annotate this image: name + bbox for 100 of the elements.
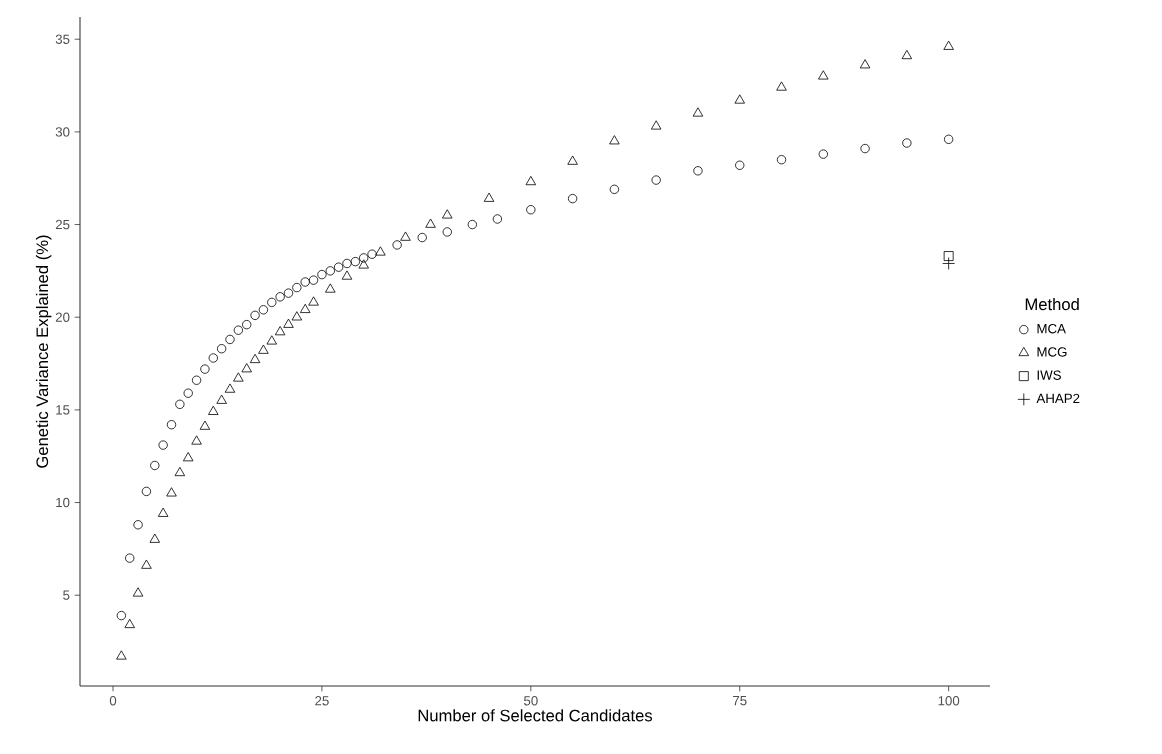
point [375, 246, 386, 256]
point [116, 610, 127, 621]
y-tick-label: 30 [55, 127, 70, 137]
point [342, 258, 352, 269]
point [776, 81, 787, 91]
point [942, 257, 956, 270]
point [943, 251, 954, 261]
point [525, 175, 537, 186]
legend-label: IWS [1037, 370, 1061, 380]
x-tick-label: 25 [315, 696, 329, 706]
point [818, 70, 829, 80]
point [341, 270, 353, 280]
point [693, 166, 703, 176]
point [266, 335, 278, 345]
point [183, 388, 193, 398]
point [492, 214, 503, 224]
point [150, 460, 160, 471]
point [308, 296, 319, 306]
point [208, 405, 219, 415]
point [358, 259, 369, 269]
point [249, 353, 261, 364]
point [182, 452, 194, 462]
point [258, 344, 269, 354]
point [233, 372, 244, 382]
point [267, 297, 277, 308]
point [116, 650, 127, 660]
y-tick-label: 35 [55, 34, 70, 44]
point [242, 319, 252, 330]
legend-label: MCG [1037, 347, 1067, 357]
point [483, 192, 495, 202]
legend-label: AHAP2 [1036, 393, 1080, 404]
y-tick-label: 10 [56, 497, 70, 508]
point [350, 256, 360, 267]
point [141, 486, 152, 497]
point [467, 219, 477, 230]
point [158, 440, 168, 450]
point [901, 49, 913, 60]
point [258, 305, 269, 315]
point [250, 310, 260, 321]
point [216, 394, 227, 404]
point [125, 553, 135, 563]
x-tick-label: 0 [109, 696, 117, 706]
x-axis-title: Number of Selected Candidates [418, 709, 653, 722]
point [141, 559, 152, 569]
y-axis-title: Genetic Variance Explained (%) [35, 235, 52, 468]
point [526, 205, 536, 215]
point [735, 160, 745, 170]
x-tick-label: 50 [523, 696, 538, 706]
point [274, 326, 286, 336]
point [400, 231, 411, 241]
point [124, 618, 135, 629]
point [233, 325, 243, 335]
point [200, 364, 210, 374]
point [216, 344, 227, 354]
point [241, 363, 252, 373]
y-tick-label: 5 [63, 590, 70, 600]
x-tick-label: 100 [938, 696, 960, 706]
point [692, 107, 704, 117]
point [943, 40, 954, 50]
point [175, 399, 185, 409]
point [442, 227, 452, 237]
point [317, 269, 327, 280]
point [609, 184, 620, 194]
point [860, 143, 870, 154]
point [367, 249, 377, 259]
legend-label: MCA [1037, 324, 1066, 334]
y-tick-label: 20 [55, 312, 70, 322]
point [359, 253, 369, 263]
point [442, 209, 453, 219]
point [300, 277, 310, 287]
point [166, 420, 177, 430]
point [333, 262, 344, 272]
point [425, 218, 436, 228]
point [776, 155, 787, 165]
point [191, 435, 202, 445]
point [275, 292, 285, 302]
point [132, 587, 144, 597]
legend-title: Method [1025, 297, 1079, 311]
point [208, 353, 218, 363]
y-tick-label: 25 [55, 219, 70, 230]
point [325, 283, 336, 293]
point [325, 266, 335, 276]
point [292, 282, 302, 293]
point [174, 466, 186, 477]
point [609, 135, 620, 145]
point [902, 138, 912, 148]
point [133, 520, 143, 530]
point [567, 193, 578, 204]
point [199, 420, 211, 430]
point [392, 240, 402, 250]
point [417, 232, 427, 243]
point [567, 155, 578, 165]
x-tick-label: 75 [733, 696, 747, 706]
point [224, 383, 236, 393]
point [650, 120, 662, 130]
point [149, 533, 161, 543]
point [299, 303, 311, 313]
point [283, 318, 294, 328]
point [166, 487, 177, 497]
y-tick-label: 15 [56, 405, 70, 415]
